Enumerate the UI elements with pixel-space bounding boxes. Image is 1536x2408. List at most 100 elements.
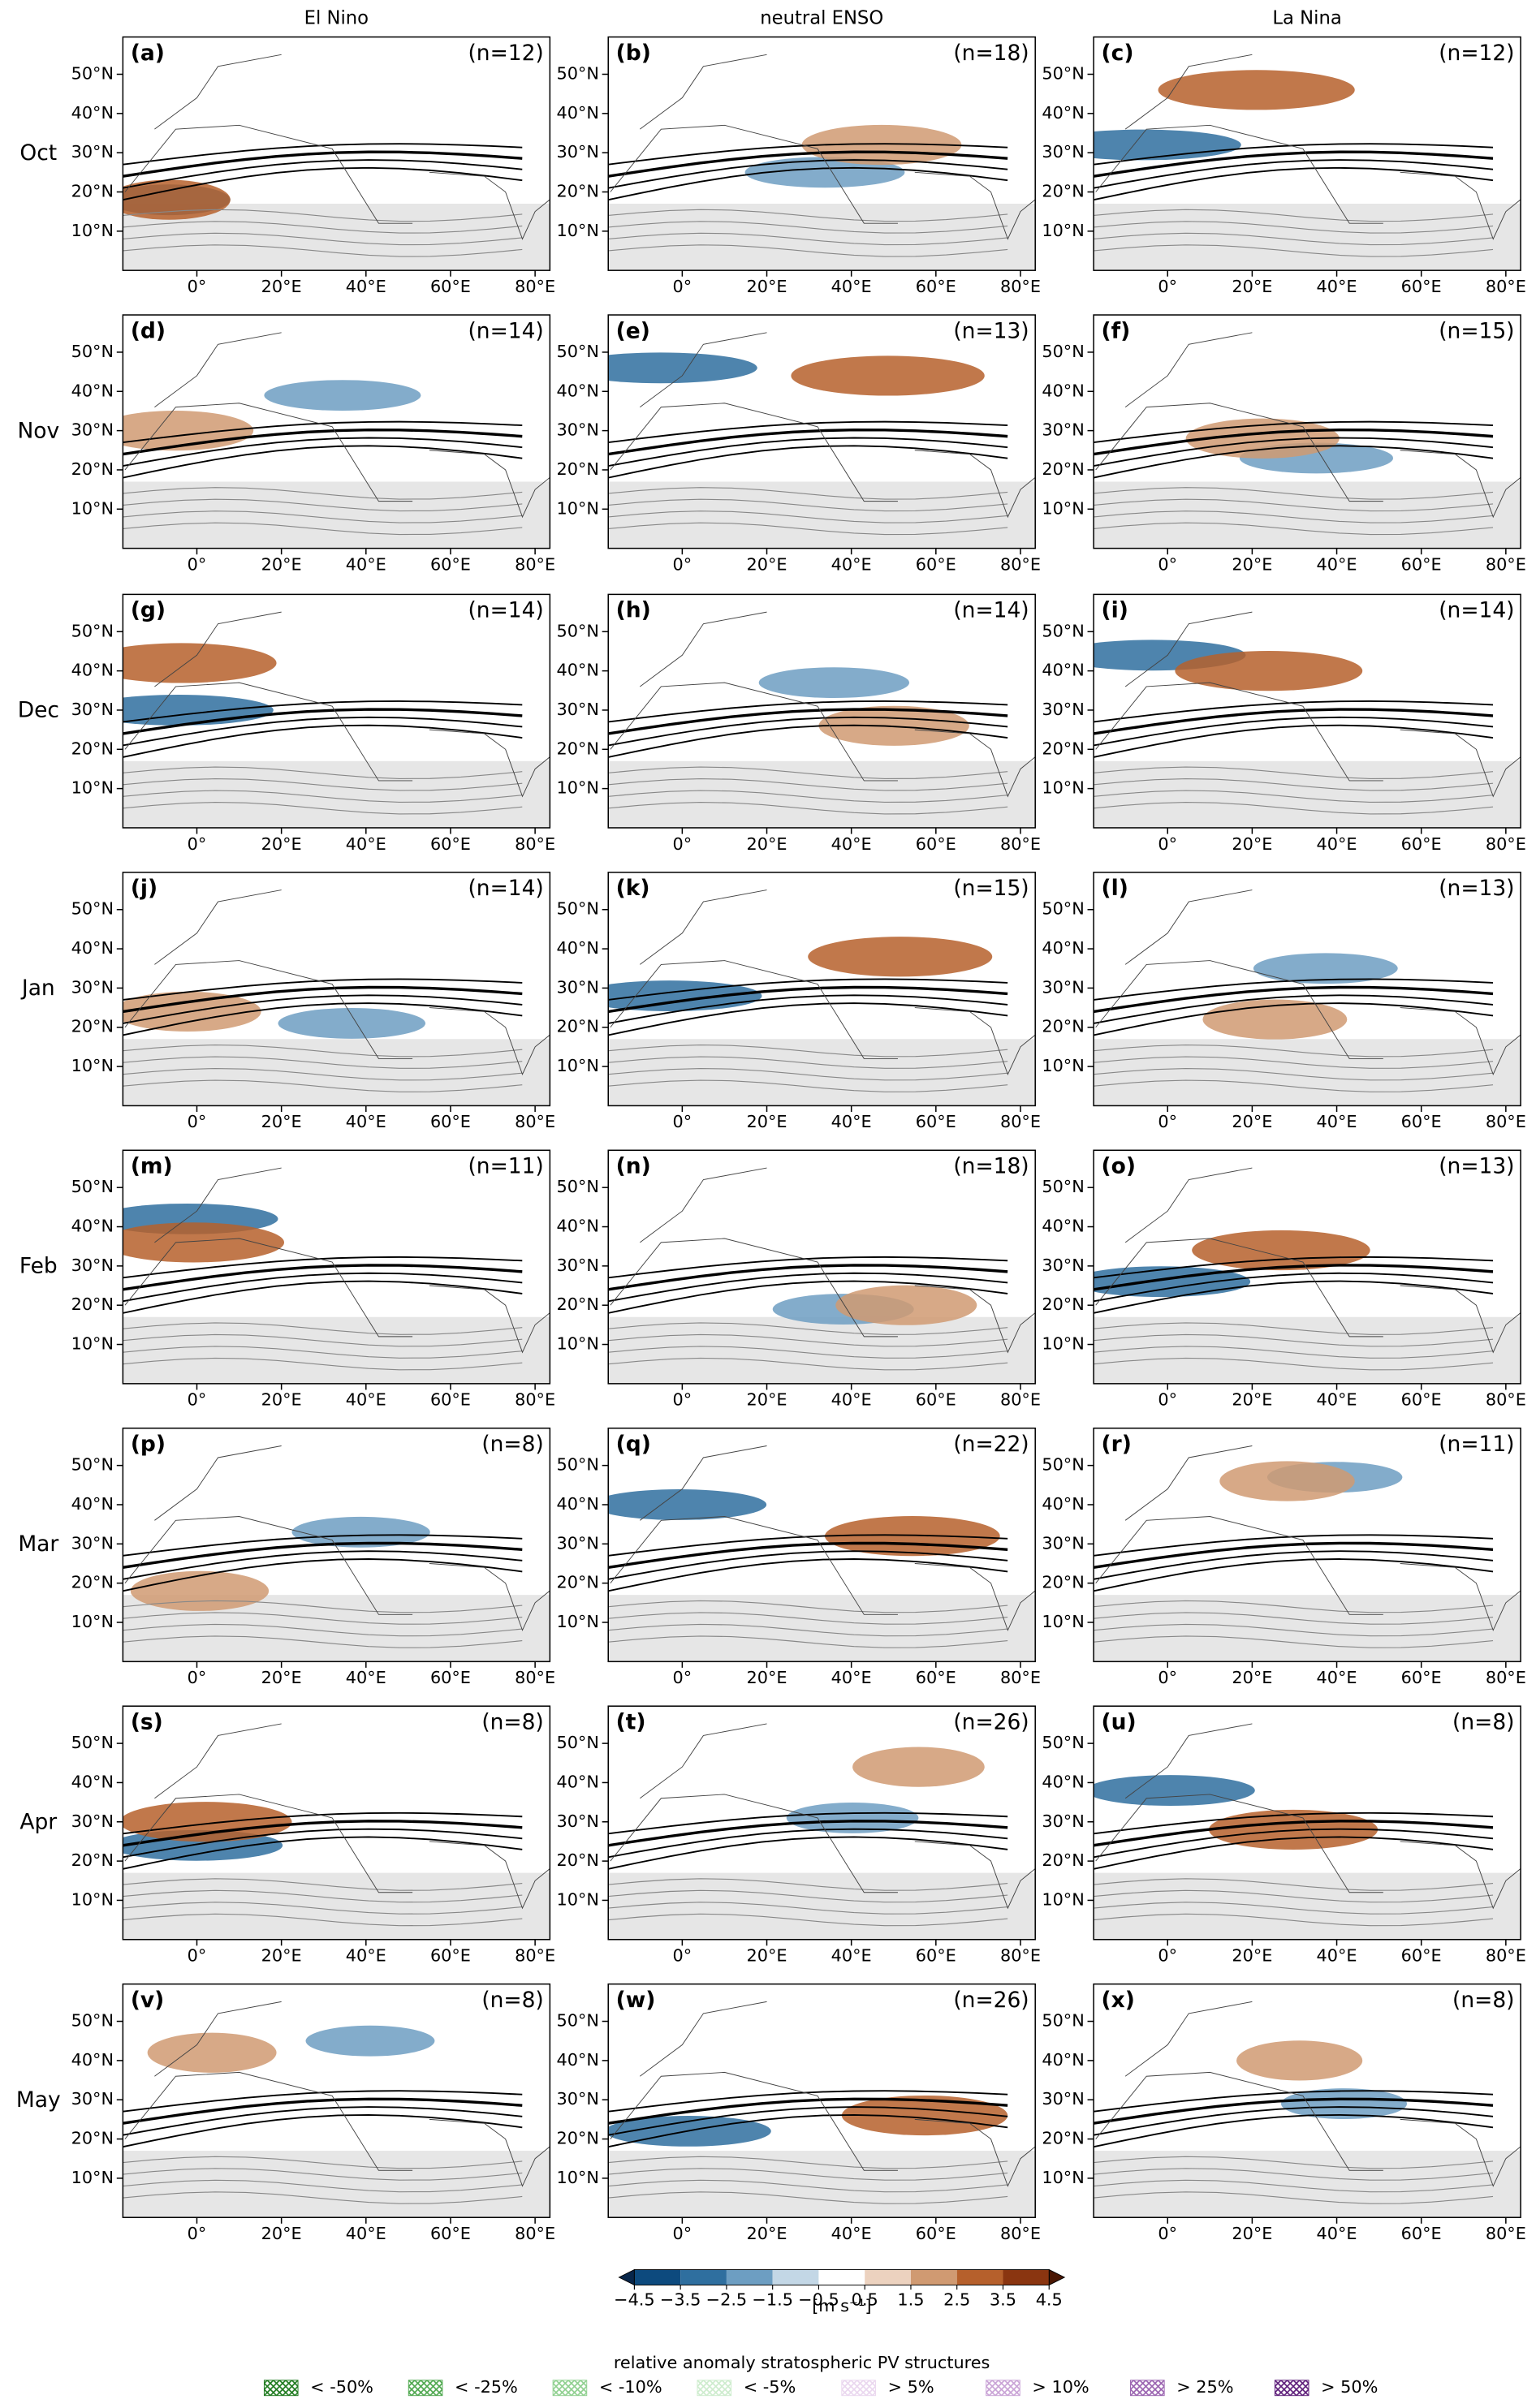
x-tick-label: 0° [188,1390,207,1410]
colorbar-bin [818,2269,865,2285]
coastline [1095,332,1521,519]
legend-title: relative anomaly stratospheric PV struct… [614,2353,990,2372]
map-panel: (s) (n=8) 10°N 20°N 30°N 40°N 50°N 0° 20°E 40°E 60… [71,1705,555,1966]
map-content [608,1150,1036,1384]
grey-contour [608,510,1008,523]
y-tick-label: 40°N [71,381,114,400]
y-tick-label: 20°N [556,1573,598,1592]
x-tick-label: 60°E [916,1946,956,1966]
legend-swatch [841,2380,876,2397]
jet-contour [123,2106,523,2136]
jet-contour [608,1264,1008,1291]
y-tick-label: 50°N [1042,1177,1084,1196]
colorbar-tick-label: −4.5 [614,2290,655,2309]
map-panel: (t) (n=26) 10°N 20°N 30°N 40°N 50°N 0° 20°E 40°E 6… [556,1705,1041,1966]
jet-contour [608,716,1008,747]
y-tick-label: 50°N [71,899,114,919]
anomaly-blob [1158,70,1355,110]
panel-count: (n=13) [1439,876,1514,901]
map-content [123,37,550,271]
jet-contour [608,1256,1008,1279]
map-content [123,872,550,1106]
map-content [1094,1984,1521,2218]
panel-letter: (r) [1102,1432,1132,1457]
y-tick-label: 30°N [1042,1811,1084,1831]
grey-contour [608,2156,1008,2169]
x-tick-label: 80°E [1000,1112,1041,1131]
grey-contour [123,232,523,246]
x-tick-label: 40°E [1317,1112,1357,1131]
coastline [610,890,1036,1075]
grey-contour [123,1346,523,1359]
colorbar-tick-label: 2.5 [943,2290,970,2309]
grey-contour [1094,1322,1494,1335]
panel-letter: (u) [1102,1709,1137,1734]
tropical-band [1094,1595,1521,1662]
y-tick-label: 30°N [556,1811,598,1831]
x-tick-label: 20°E [261,834,302,854]
panel-letter: (l) [1102,876,1128,901]
legend-label: < -25% [455,2377,518,2397]
grey-contour [123,2191,523,2204]
x-tick-label: 20°E [747,1668,787,1687]
map-content [123,1428,550,1662]
grey-contour [608,221,1008,234]
panel-frame [1093,872,1521,1107]
grey-contour [608,487,1008,500]
tropical-band [608,1595,1036,1662]
jet-contour [608,1836,1008,1870]
grey-contour [123,1635,523,1648]
x-tick-label: 20°E [261,554,302,574]
x-tick-label: 0° [1158,554,1177,574]
grey-contour [123,2179,523,2193]
legend-swatch [1130,2380,1165,2397]
colorbar-tick-label: −0.5 [798,2290,839,2309]
grey-contour [1094,221,1494,234]
y-tick-label: 50°N [556,1455,598,1475]
jet-contour [1094,2106,1494,2136]
panel-letter: (t) [616,1709,646,1734]
x-tick-label: 60°E [430,834,471,854]
y-tick-label: 40°N [1042,103,1084,123]
grey-contour [608,1322,1008,1335]
jet-contour [123,708,523,735]
legend-swatch [986,2380,1020,2397]
x-tick-label: 20°E [261,1390,302,1410]
grey-contour [123,221,523,234]
y-tick-label: 30°N [71,1256,114,1275]
jet-contour [608,2097,1008,2125]
jet-contour [1094,1541,1494,1569]
x-tick-label: 60°E [430,1112,471,1131]
panel-letter: (c) [1102,41,1134,66]
jet-contour [123,428,523,456]
y-tick-label: 50°N [71,1455,114,1475]
x-tick-label: 0° [188,277,207,296]
y-tick-label: 40°N [71,2050,114,2070]
x-tick-label: 40°E [346,834,386,854]
panel-count: (n=26) [953,1709,1029,1734]
y-tick-label: 20°N [556,1017,598,1036]
x-tick-label: 60°E [1401,1946,1442,1966]
map-panel: (x) (n=8) 10°N 20°N 30°N 40°N 50°N 0° 20°E 40°E 60… [1042,1983,1526,2243]
y-tick-label: 30°N [556,977,598,997]
x-tick-label: 40°E [831,834,872,854]
jet-contour [1094,1280,1494,1314]
x-tick-label: 0° [1158,2224,1177,2243]
x-tick-label: 80°E [1000,834,1041,854]
y-tick-label: 40°N [1042,661,1084,680]
panel-count: (n=8) [481,1988,543,2013]
grey-contour [123,1612,523,1625]
y-tick-label: 10°N [1042,221,1084,240]
y-tick-label: 30°N [556,1256,598,1275]
panel-letter: (s) [131,1709,163,1734]
y-tick-label: 20°N [556,739,598,758]
y-tick-label: 50°N [1042,1455,1084,1475]
jet-contour [123,1550,523,1580]
panel-letter: (x) [1102,1988,1135,2013]
anomaly-blob [1192,1230,1370,1271]
jet-contour [608,994,1008,1024]
jet-contour [1094,445,1494,479]
grey-contour [608,790,1008,803]
panel-frame [1093,1427,1521,1663]
